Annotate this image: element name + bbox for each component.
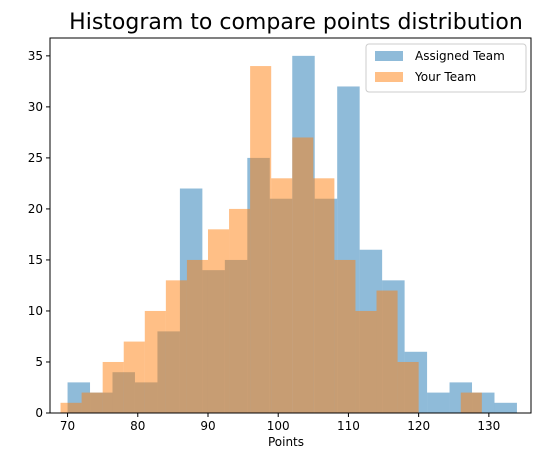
legend-box xyxy=(365,43,527,93)
histogram-bar xyxy=(427,392,450,413)
x-tick-label: 90 xyxy=(200,419,215,433)
histogram-bar xyxy=(60,402,82,413)
histogram-bar xyxy=(271,178,293,413)
histogram-bar xyxy=(460,392,482,413)
histogram-bar xyxy=(313,178,335,413)
x-tick-label: 110 xyxy=(337,419,360,433)
histogram-bar xyxy=(102,361,124,413)
plot-area xyxy=(50,38,531,414)
legend-swatch xyxy=(375,51,403,61)
chart-title: Histogram to compare points distribution xyxy=(69,10,523,35)
histogram-bar xyxy=(494,402,517,413)
histogram-bar xyxy=(376,290,398,413)
x-tick-label: 70 xyxy=(60,419,75,433)
y-tick-label: 5 xyxy=(35,355,43,369)
histogram-bar xyxy=(334,259,356,413)
y-tick-label: 10 xyxy=(28,304,43,318)
y-tick-label: 35 xyxy=(28,49,43,63)
histogram-bar xyxy=(229,208,251,413)
histogram-bar xyxy=(144,310,166,413)
x-tick-label: 130 xyxy=(477,419,500,433)
axes-frame xyxy=(49,37,532,414)
histogram-bar xyxy=(186,259,208,413)
x-tick-label: 100 xyxy=(267,419,290,433)
histogram-bar xyxy=(355,310,377,413)
histogram-bar xyxy=(250,66,272,414)
legend-swatch xyxy=(375,72,403,82)
y-tick-label: 30 xyxy=(28,100,43,114)
histogram-bar xyxy=(81,392,103,413)
legend-label: Assigned Team xyxy=(415,49,505,63)
series-your-team xyxy=(60,66,482,414)
y-tick-label: 0 xyxy=(35,406,43,420)
x-axis-label: Points xyxy=(268,435,304,449)
axes: 70 80 90 100 110 120 130 0 5 10 15 20 25 30 35 xyxy=(28,37,532,433)
y-tick-label: 25 xyxy=(28,151,43,165)
histogram-bar xyxy=(165,280,187,413)
x-tick-label: 120 xyxy=(407,419,430,433)
y-tick-label: 15 xyxy=(28,253,43,267)
histogram-bar xyxy=(123,341,145,413)
y-tick-label: 20 xyxy=(28,202,43,216)
legend-label: Your Team xyxy=(414,70,476,84)
legend: Assigned Team Your Team xyxy=(365,43,527,93)
histogram-bar xyxy=(292,137,314,413)
x-tick-label: 80 xyxy=(130,419,145,433)
histogram-bar xyxy=(397,361,419,413)
histogram-bar xyxy=(207,229,230,413)
